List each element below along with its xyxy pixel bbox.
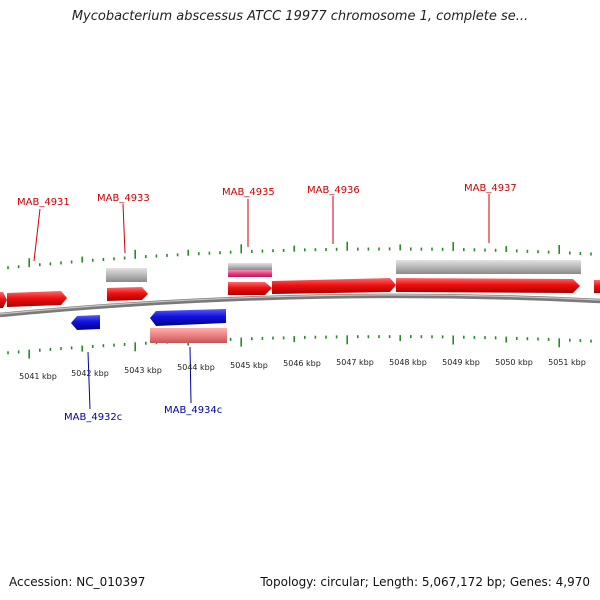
gene-arrow-mab-4933[interactable] xyxy=(107,287,148,301)
scale-label-5046: 5046 kbp xyxy=(283,359,321,368)
chromosome-backbone xyxy=(0,293,600,318)
gene-label-mab-4936[interactable]: MAB_4936 xyxy=(307,185,360,196)
feature-pink-5045[interactable] xyxy=(228,270,272,277)
scale-label-5048: 5048 kbp xyxy=(389,358,427,367)
genome-stats: Topology: circular; Length: 5,067,172 bp… xyxy=(260,575,590,589)
gene-leader-lines xyxy=(33,194,490,410)
gene-arrow-mab-4934c[interactable] xyxy=(150,309,226,326)
feature-salmon-5044[interactable] xyxy=(150,328,227,343)
gene-label-mab-4932c[interactable]: MAB_4932c xyxy=(64,412,122,423)
scale-labels: 5041 kbp 5042 kbp 5043 kbp 5044 kbp 5045… xyxy=(19,358,586,381)
feature-gray-5048[interactable] xyxy=(396,260,581,274)
scale-label-5044: 5044 kbp xyxy=(177,363,215,372)
gene-arrow-mab-4936[interactable] xyxy=(272,278,396,294)
gene-label-mab-4935[interactable]: MAB_4935 xyxy=(222,187,275,198)
gene-label-mab-4933[interactable]: MAB_4933 xyxy=(97,193,150,204)
gene-arrow-left-edge[interactable] xyxy=(0,292,7,308)
feature-gray-5043[interactable] xyxy=(106,268,147,282)
gene-arrow-mab-4932c[interactable] xyxy=(71,315,100,330)
gene-label-mab-4937[interactable]: MAB_4937 xyxy=(464,183,517,194)
gene-label-mab-4931[interactable]: MAB_4931 xyxy=(17,197,70,208)
scale-label-5043: 5043 kbp xyxy=(124,366,162,375)
scale-label-5051: 5051 kbp xyxy=(548,358,586,367)
gene-arrow-right-edge[interactable] xyxy=(594,280,600,293)
scale-label-5050: 5050 kbp xyxy=(495,358,533,367)
gene-arrow-mab-4937[interactable] xyxy=(396,278,580,293)
tick-track-bottom xyxy=(7,335,592,359)
scale-label-5041: 5041 kbp xyxy=(19,372,57,381)
gene-label-mab-4934c[interactable]: MAB_4934c xyxy=(164,405,222,416)
gene-arrow-mab-4935[interactable] xyxy=(228,282,272,295)
chromosome-backbone-highlight xyxy=(0,294,600,315)
tick-track-top xyxy=(7,241,592,270)
scale-label-5047: 5047 kbp xyxy=(336,358,374,367)
scale-label-5045: 5045 kbp xyxy=(230,361,268,370)
feature-gray-5045[interactable] xyxy=(228,263,272,270)
map-title: Mycobacterium abscessus ATCC 19977 chrom… xyxy=(71,9,529,24)
scale-label-5042: 5042 kbp xyxy=(71,369,109,378)
accession-label: Accession: NC_010397 xyxy=(9,575,146,589)
gene-arrow-mab-4931[interactable] xyxy=(7,291,67,307)
scale-label-5049: 5049 kbp xyxy=(442,358,480,367)
